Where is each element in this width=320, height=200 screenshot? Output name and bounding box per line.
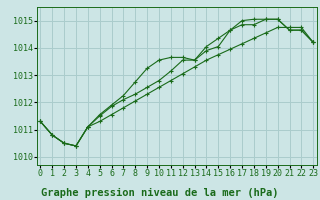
Text: Graphe pression niveau de la mer (hPa): Graphe pression niveau de la mer (hPa) xyxy=(41,188,279,198)
